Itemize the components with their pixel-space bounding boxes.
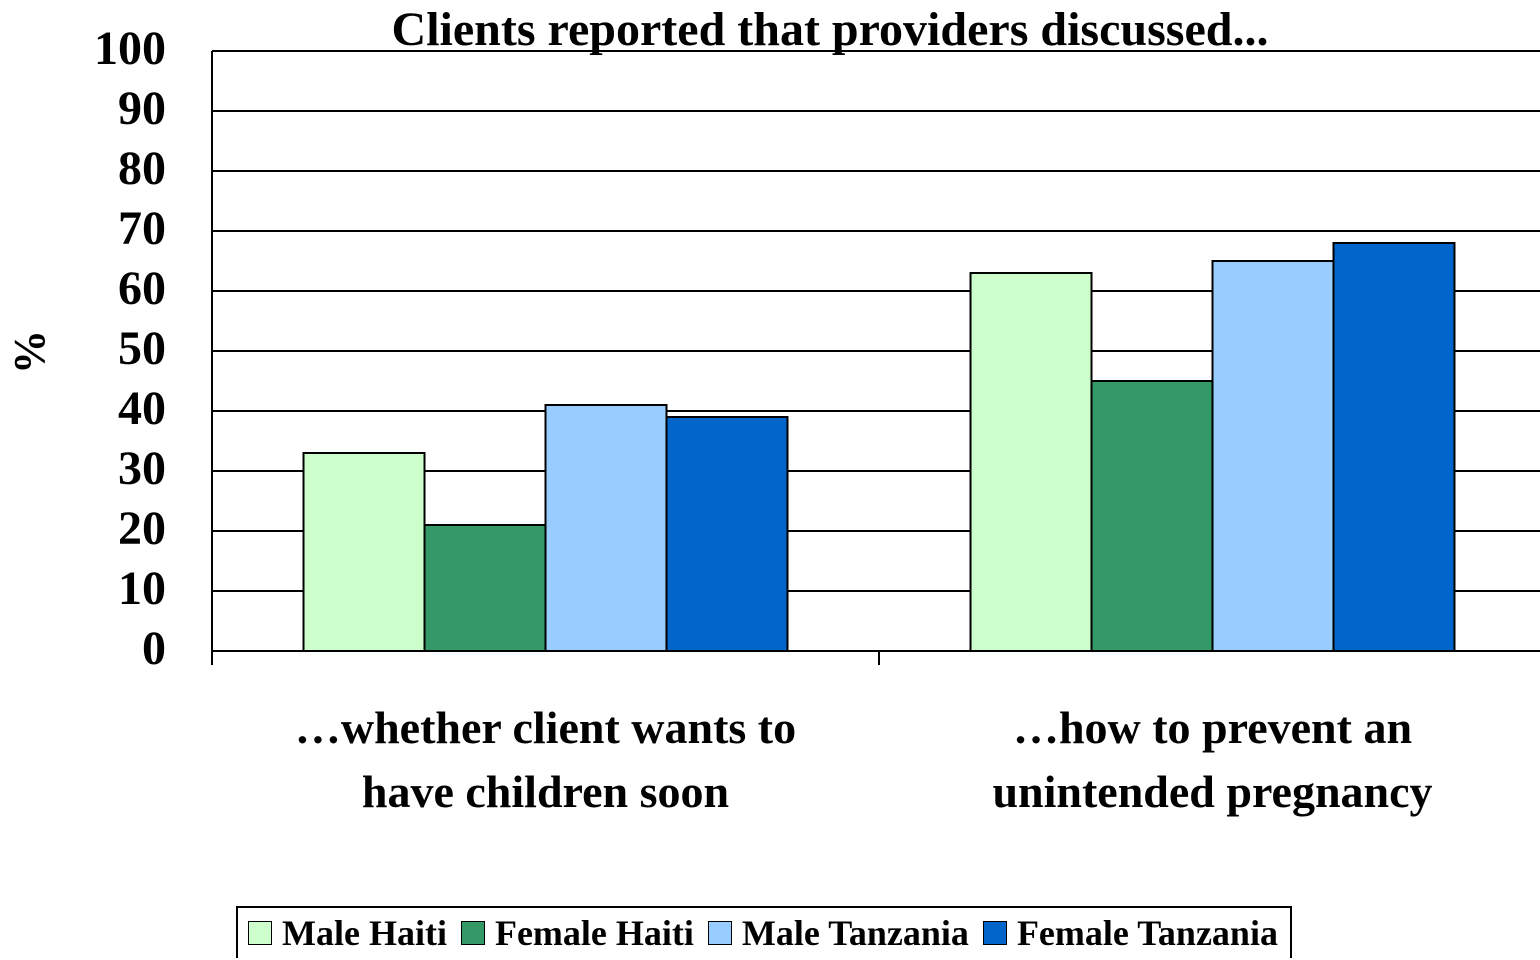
legend-swatch <box>460 921 485 945</box>
bar <box>1332 242 1456 652</box>
x-tick-label: …how to prevent an unintended pregnancy <box>992 702 1433 817</box>
x-tick-label: …whether client wants to have children s… <box>294 702 797 817</box>
bar <box>302 452 426 652</box>
bar <box>969 272 1093 652</box>
y-tick-label: 30 <box>118 442 166 495</box>
legend-label: Female Tanzania <box>1016 913 1278 953</box>
legend-item: Male Tanzania <box>707 912 969 954</box>
legend-item: Male Haiti <box>248 912 447 954</box>
bar <box>423 524 547 652</box>
bar <box>544 404 668 652</box>
bar <box>665 416 789 652</box>
y-tick-label: 10 <box>118 562 166 615</box>
chart-title: Clients reported that providers discusse… <box>392 3 1269 56</box>
y-tick-label: 40 <box>118 382 166 435</box>
legend-label: Male Haiti <box>282 913 447 953</box>
y-axis-label: % <box>5 330 54 374</box>
y-tick-label: 0 <box>142 622 166 675</box>
bar <box>1211 260 1335 652</box>
y-tick-label: 50 <box>118 322 166 375</box>
legend-item: Female Haiti <box>460 912 694 954</box>
legend-swatch <box>707 921 732 945</box>
legend-label: Male Tanzania <box>741 913 969 953</box>
legend: Male Haiti Female Haiti Male Tanzania Femal… <box>236 906 1292 958</box>
legend-swatch <box>982 921 1007 945</box>
y-tick-label: 20 <box>118 502 166 555</box>
legend-swatch <box>248 921 272 945</box>
y-tick-label: 80 <box>118 142 166 195</box>
y-tick-label: 90 <box>118 82 166 135</box>
legend-label: Female Haiti <box>494 913 694 953</box>
y-tick-label: 100 <box>94 22 166 75</box>
y-tick-label: 60 <box>118 262 166 315</box>
bar <box>1090 380 1214 652</box>
y-tick-label: 70 <box>118 202 166 255</box>
legend-item: Female Tanzania <box>982 912 1278 954</box>
